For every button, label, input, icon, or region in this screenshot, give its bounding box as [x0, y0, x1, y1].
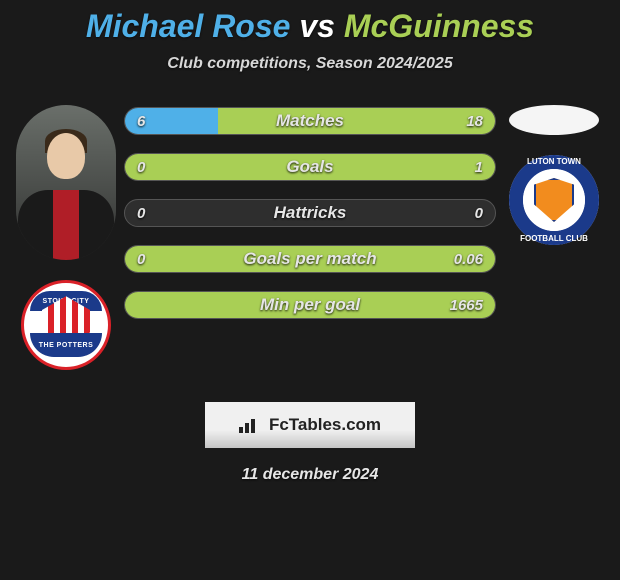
bar-value-right: 0.06	[454, 251, 483, 268]
bars-column: 6Matches180Goals10Hattricks00Goals per m…	[124, 103, 496, 319]
player2-avatar-blank	[509, 105, 599, 135]
bar-label: Min per goal	[125, 295, 495, 315]
bar-value-right: 1	[475, 159, 483, 176]
bar-label: Hattricks	[125, 203, 495, 223]
footer-label: FcTables.com	[269, 415, 381, 435]
stat-bar: Min per goal1665	[124, 291, 496, 319]
bar-label: Goals	[125, 157, 495, 177]
stat-bar: 0Goals per match0.06	[124, 245, 496, 273]
stoke-bottom-text: THE POTTERS	[30, 333, 102, 357]
bar-value-right: 1665	[450, 297, 483, 314]
date-text: 11 december 2024	[0, 466, 620, 484]
headline: Michael Rose vs McGuinness	[0, 8, 620, 45]
stat-bar: 0Hattricks0	[124, 199, 496, 227]
stat-bar: 0Goals1	[124, 153, 496, 181]
comparison-card: Michael Rose vs McGuinness Club competit…	[0, 0, 620, 484]
left-column: STOKE CITY THE POTTERS	[8, 103, 124, 370]
luton-top-text: LUTON TOWN	[509, 157, 599, 166]
stat-bar: 6Matches18	[124, 107, 496, 135]
footer-chip[interactable]: FcTables.com	[205, 402, 415, 448]
bar-label: Goals per match	[125, 249, 495, 269]
right-column: LUTON TOWN FOOTBALL CLUB	[496, 103, 612, 245]
bar-value-right: 0	[475, 205, 483, 222]
subtitle: Club competitions, Season 2024/2025	[0, 55, 620, 73]
club-badge-stoke: STOKE CITY THE POTTERS	[21, 280, 111, 370]
bar-value-right: 18	[466, 113, 483, 130]
bar-label: Matches	[125, 111, 495, 131]
luton-bottom-text: FOOTBALL CLUB	[509, 234, 599, 243]
main-row: STOKE CITY THE POTTERS 6Matches180Goals1…	[0, 103, 620, 370]
fctables-icon	[239, 417, 261, 433]
player1-avatar	[16, 105, 116, 260]
club-badge-luton: LUTON TOWN FOOTBALL CLUB	[509, 155, 599, 245]
